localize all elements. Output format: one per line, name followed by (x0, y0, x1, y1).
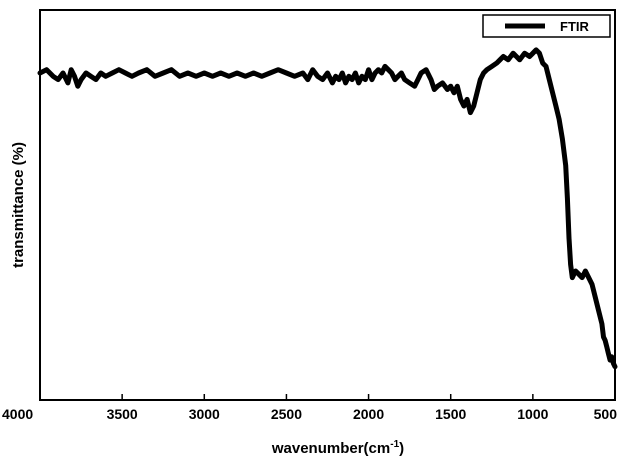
x-axis-label-text: wavenumber(cm (271, 440, 390, 456)
x-tick-label: 3000 (189, 406, 220, 422)
x-tick-label: 3500 (107, 406, 138, 422)
series-layer (37, 47, 618, 370)
x-tick-label: 1000 (517, 406, 548, 422)
x-tick-label: 4000 (2, 406, 33, 422)
legend: FTIR (482, 14, 611, 38)
x-tick-label: 2000 (353, 406, 384, 422)
x-tick-label: 2500 (271, 406, 302, 422)
y-axis-label: transmittance (%) (10, 142, 27, 268)
legend-label-ftir: FTIR (560, 19, 589, 34)
x-axis-label-close: ) (399, 440, 404, 456)
x-tick-label: 1500 (435, 406, 466, 422)
x-axis-label: wavenumber(cm-1) (271, 439, 404, 456)
x-axis-ticks: 4000 3500 3000 2500 2000 1500 1000 500 (2, 394, 617, 422)
x-tick-label: 500 (594, 406, 618, 422)
plot-frame (39, 9, 616, 401)
series-line-ftir (37, 47, 618, 370)
x-axis-label-superscript: -1 (390, 439, 399, 450)
plot-area: 4000 3500 3000 2500 2000 1500 1000 500 FTIR (2, 9, 618, 422)
legend-box (482, 14, 611, 38)
